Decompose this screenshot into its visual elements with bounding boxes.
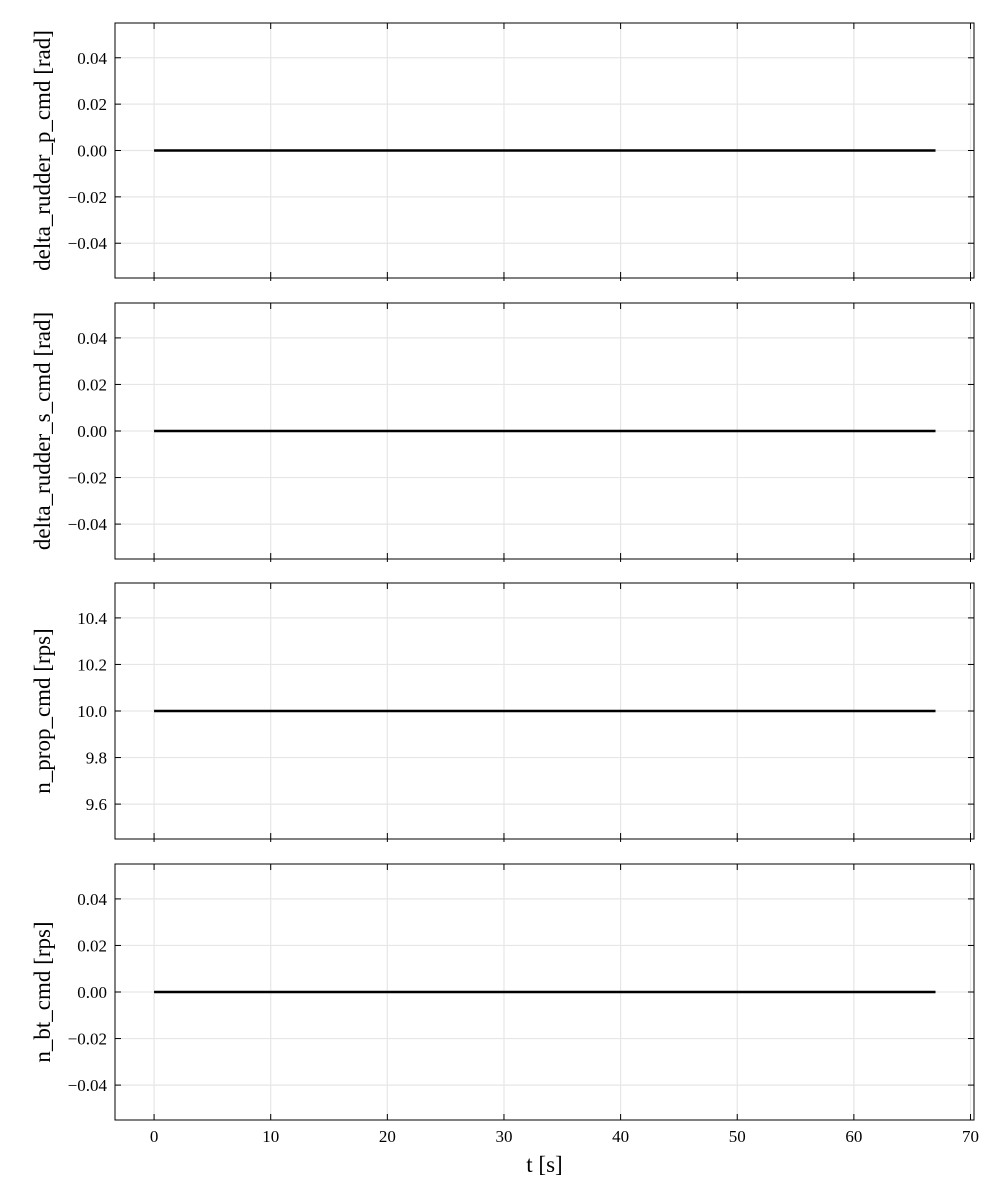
y-tick-label: 9.8 <box>86 749 107 768</box>
y-tick-label: −0.04 <box>68 515 108 534</box>
y-tick-label: 0.00 <box>77 983 107 1002</box>
y-tick-label: −0.02 <box>68 1030 107 1049</box>
y-tick-label: 0.00 <box>77 142 107 161</box>
y-tick-label: 9.6 <box>86 795 107 814</box>
subplot-4: 0 10 20 30 40 50 60 70 0.04 0.02 0.00 −0.02 −0.04 n_b… <box>30 863 979 1177</box>
y-tick-label: 0.02 <box>77 95 107 114</box>
y-tick-label: −0.04 <box>68 1076 108 1095</box>
y-tick-label: 0.04 <box>77 890 107 909</box>
y-tick-label: 0.04 <box>77 49 107 68</box>
y-tick-label: 10.4 <box>77 609 107 628</box>
y-tick-label: −0.02 <box>68 188 107 207</box>
y-axis-label: delta_rudder_p_cmd [rad] <box>30 30 55 271</box>
subplot-1: 0.04 0.02 0.00 −0.02 −0.04 delta_rudder_p_cmd… <box>30 22 975 281</box>
x-tick-label: 0 <box>150 1127 159 1146</box>
y-tick-label: 0.04 <box>77 329 107 348</box>
x-tick-label: 20 <box>379 1127 396 1146</box>
x-tick-label: 30 <box>495 1127 512 1146</box>
x-axis-label: t [s] <box>526 1152 562 1177</box>
y-axis-label: n_bt_cmd [rps] <box>30 921 55 1062</box>
x-tick-label: 10 <box>262 1127 279 1146</box>
y-tick-label: 10.2 <box>77 655 107 674</box>
y-tick-label: 0.00 <box>77 422 107 441</box>
y-tick-label: 0.02 <box>77 936 107 955</box>
subplot-3: 10.4 10.2 10.0 9.8 9.6 n_prop_cmd [rps] <box>30 582 975 842</box>
x-tick-label: 40 <box>612 1127 629 1146</box>
y-tick-label: 10.0 <box>77 702 107 721</box>
y-axis-label: delta_rudder_s_cmd [rad] <box>30 312 55 550</box>
y-tick-label: 0.02 <box>77 375 107 394</box>
subplot-2: 0.04 0.02 0.00 −0.02 −0.04 delta_rudder_s_cmd… <box>30 302 975 562</box>
x-tick-label: 60 <box>845 1127 862 1146</box>
y-tick-label: −0.04 <box>68 234 108 253</box>
y-tick-label: −0.02 <box>68 469 107 488</box>
y-axis-label: n_prop_cmd [rps] <box>30 628 55 793</box>
x-tick-label: 50 <box>729 1127 746 1146</box>
x-tick-label: 70 <box>962 1127 979 1146</box>
